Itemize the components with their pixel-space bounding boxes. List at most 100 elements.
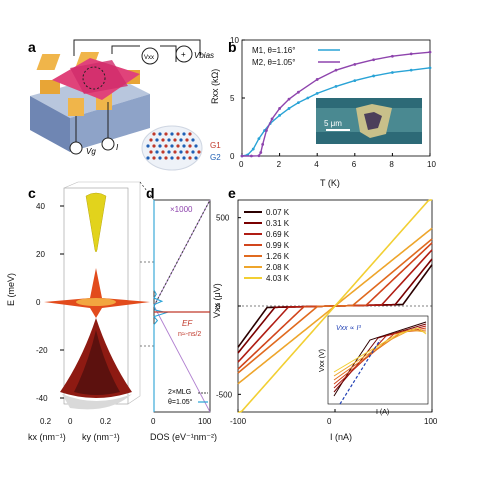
- data-point-b: [391, 54, 394, 58]
- upper-band-cone: [85, 192, 107, 253]
- lattice-atom: [152, 132, 156, 136]
- legend-entry-e-0: 0.07 K: [266, 208, 290, 217]
- data-point-b: [372, 74, 375, 78]
- lattice-atom: [194, 144, 198, 148]
- lattice-atoms: [146, 132, 201, 160]
- scale-note: ×1000: [170, 205, 193, 214]
- vbias-symbol: +: [181, 50, 186, 59]
- lattice-atom: [188, 132, 192, 136]
- data-point-b: [334, 68, 338, 72]
- plot-frame-d: [153, 199, 211, 413]
- xlabel-kx: kx (nm⁻¹): [28, 432, 66, 442]
- vg-label: Vg: [86, 147, 96, 156]
- flat-band-highlight: [76, 298, 116, 306]
- legend-2mlg: 2×MLG: [168, 389, 191, 396]
- lattice-atom: [164, 156, 168, 160]
- legend-b: M1, θ=1.16° M2, θ=1.05°: [252, 46, 340, 67]
- series-line-d-mlg-up: [153, 199, 211, 307]
- data-point-b: [278, 107, 281, 110]
- current-meter: [101, 137, 115, 151]
- lattice-atom: [179, 150, 183, 154]
- inset-fit-label: Vxx ∝ I³: [336, 325, 362, 332]
- lattice-atom: [167, 138, 171, 142]
- data-point-b: [287, 97, 291, 101]
- ylabel-e: Vxx (μV): [212, 283, 222, 318]
- data-point-b: [409, 68, 413, 72]
- legend-entry-e-2: 0.69 K: [266, 230, 290, 239]
- lattice-atom: [188, 144, 192, 148]
- legend-e: 0.07 K 0.31 K 0.69 K 0.99 K 1.26 K 2.08 K 4.03…: [244, 208, 290, 283]
- lattice-atom: [191, 150, 195, 154]
- zoom-circle: [82, 66, 106, 90]
- lattice-atom: [146, 144, 150, 148]
- ytick-label-b: 0: [230, 152, 235, 161]
- xtick-label-e: -100: [230, 417, 247, 426]
- data-point-b: [240, 154, 244, 158]
- lattice-atom: [173, 150, 177, 154]
- lattice-atom: [170, 144, 174, 148]
- ytick-label-c: -40: [36, 394, 48, 403]
- inset-flake: [364, 112, 382, 130]
- legend-theta: θ=1.05°: [168, 398, 193, 406]
- xtick-label-b: 8: [389, 160, 394, 169]
- xlabel-b: T (K): [320, 178, 340, 188]
- data-point-b: [265, 129, 268, 132]
- lattice-atom: [182, 132, 186, 136]
- xlabel-e: I (nA): [330, 432, 352, 442]
- xtick-label-b: 4: [314, 160, 319, 169]
- data-point-b: [257, 137, 261, 141]
- inset-lines-e: [333, 321, 427, 405]
- legend-entry-e-3: 0.99 K: [266, 241, 290, 250]
- lattice-atom: [176, 144, 180, 148]
- ytick-label-e: 500: [216, 214, 230, 223]
- hall-bar-center: [70, 60, 128, 94]
- inset-line-e-6: [333, 327, 427, 373]
- data-point-b: [334, 85, 338, 88]
- series-line-e-6: [238, 199, 432, 413]
- lattice-bubble: [141, 125, 203, 171]
- g2-label: G2: [210, 153, 221, 162]
- data-point-b: [391, 71, 394, 74]
- ylabel-b: Rxx (kΩ): [210, 69, 220, 104]
- data-point-b: [353, 62, 357, 66]
- panel-a: a Vxx + Vbias Vg I: [28, 39, 221, 171]
- data-point-b: [428, 66, 432, 70]
- xtick-label-b: 2: [277, 160, 282, 169]
- panel-e: e -100 0 100 -500 0 500 0.07 K 0.31 K 0.69 K 0.9…: [212, 185, 438, 442]
- inset-line-e-1: [333, 323, 427, 393]
- lattice-atom: [185, 150, 189, 154]
- ytick-label-c: 40: [36, 202, 45, 211]
- ef-note: n≈-ns/2: [178, 331, 201, 338]
- lattice-atom: [197, 150, 201, 154]
- lattice-atom: [182, 156, 186, 160]
- yticks-c: 40 20 0 -20 -40: [36, 202, 64, 403]
- contact-bottom-left: [68, 98, 84, 116]
- data-point-b: [428, 50, 432, 54]
- series-lines-b: [240, 50, 432, 158]
- kx-tick-0: 0.2: [40, 417, 52, 426]
- legend-entry-e-1: 0.31 K: [266, 219, 290, 228]
- xtick-d-0: 0: [151, 417, 156, 426]
- data-point-b: [372, 58, 375, 62]
- inset-line-e-5: [333, 329, 427, 377]
- vg-source: [69, 141, 83, 155]
- data-point-b: [250, 154, 253, 158]
- panel-label-c: c: [28, 185, 36, 201]
- series-line-d-1: [153, 200, 169, 412]
- lattice-atom: [158, 156, 162, 160]
- lower-band-shade: [74, 330, 120, 395]
- data-point-b: [251, 147, 255, 151]
- data-point-b: [297, 101, 300, 105]
- legend-entry-e-4: 1.26 K: [266, 252, 290, 261]
- lattice-atom: [164, 144, 168, 148]
- lattice-atom: [158, 144, 162, 148]
- inset-fit-line: [339, 339, 381, 405]
- ef-label: EF: [182, 319, 193, 328]
- lattice-atom: [173, 138, 177, 142]
- panel-b: b 0 2 4 6 8 10 0 5 10 T (K) Rxx (kΩ) M1, θ=1.16°…: [210, 36, 436, 188]
- xtick-label-e: 100: [424, 417, 438, 426]
- vxx-meter: [141, 47, 159, 65]
- lattice-atom: [152, 156, 156, 160]
- g1-label: G1: [210, 141, 221, 150]
- panel-label-e: e: [228, 185, 236, 201]
